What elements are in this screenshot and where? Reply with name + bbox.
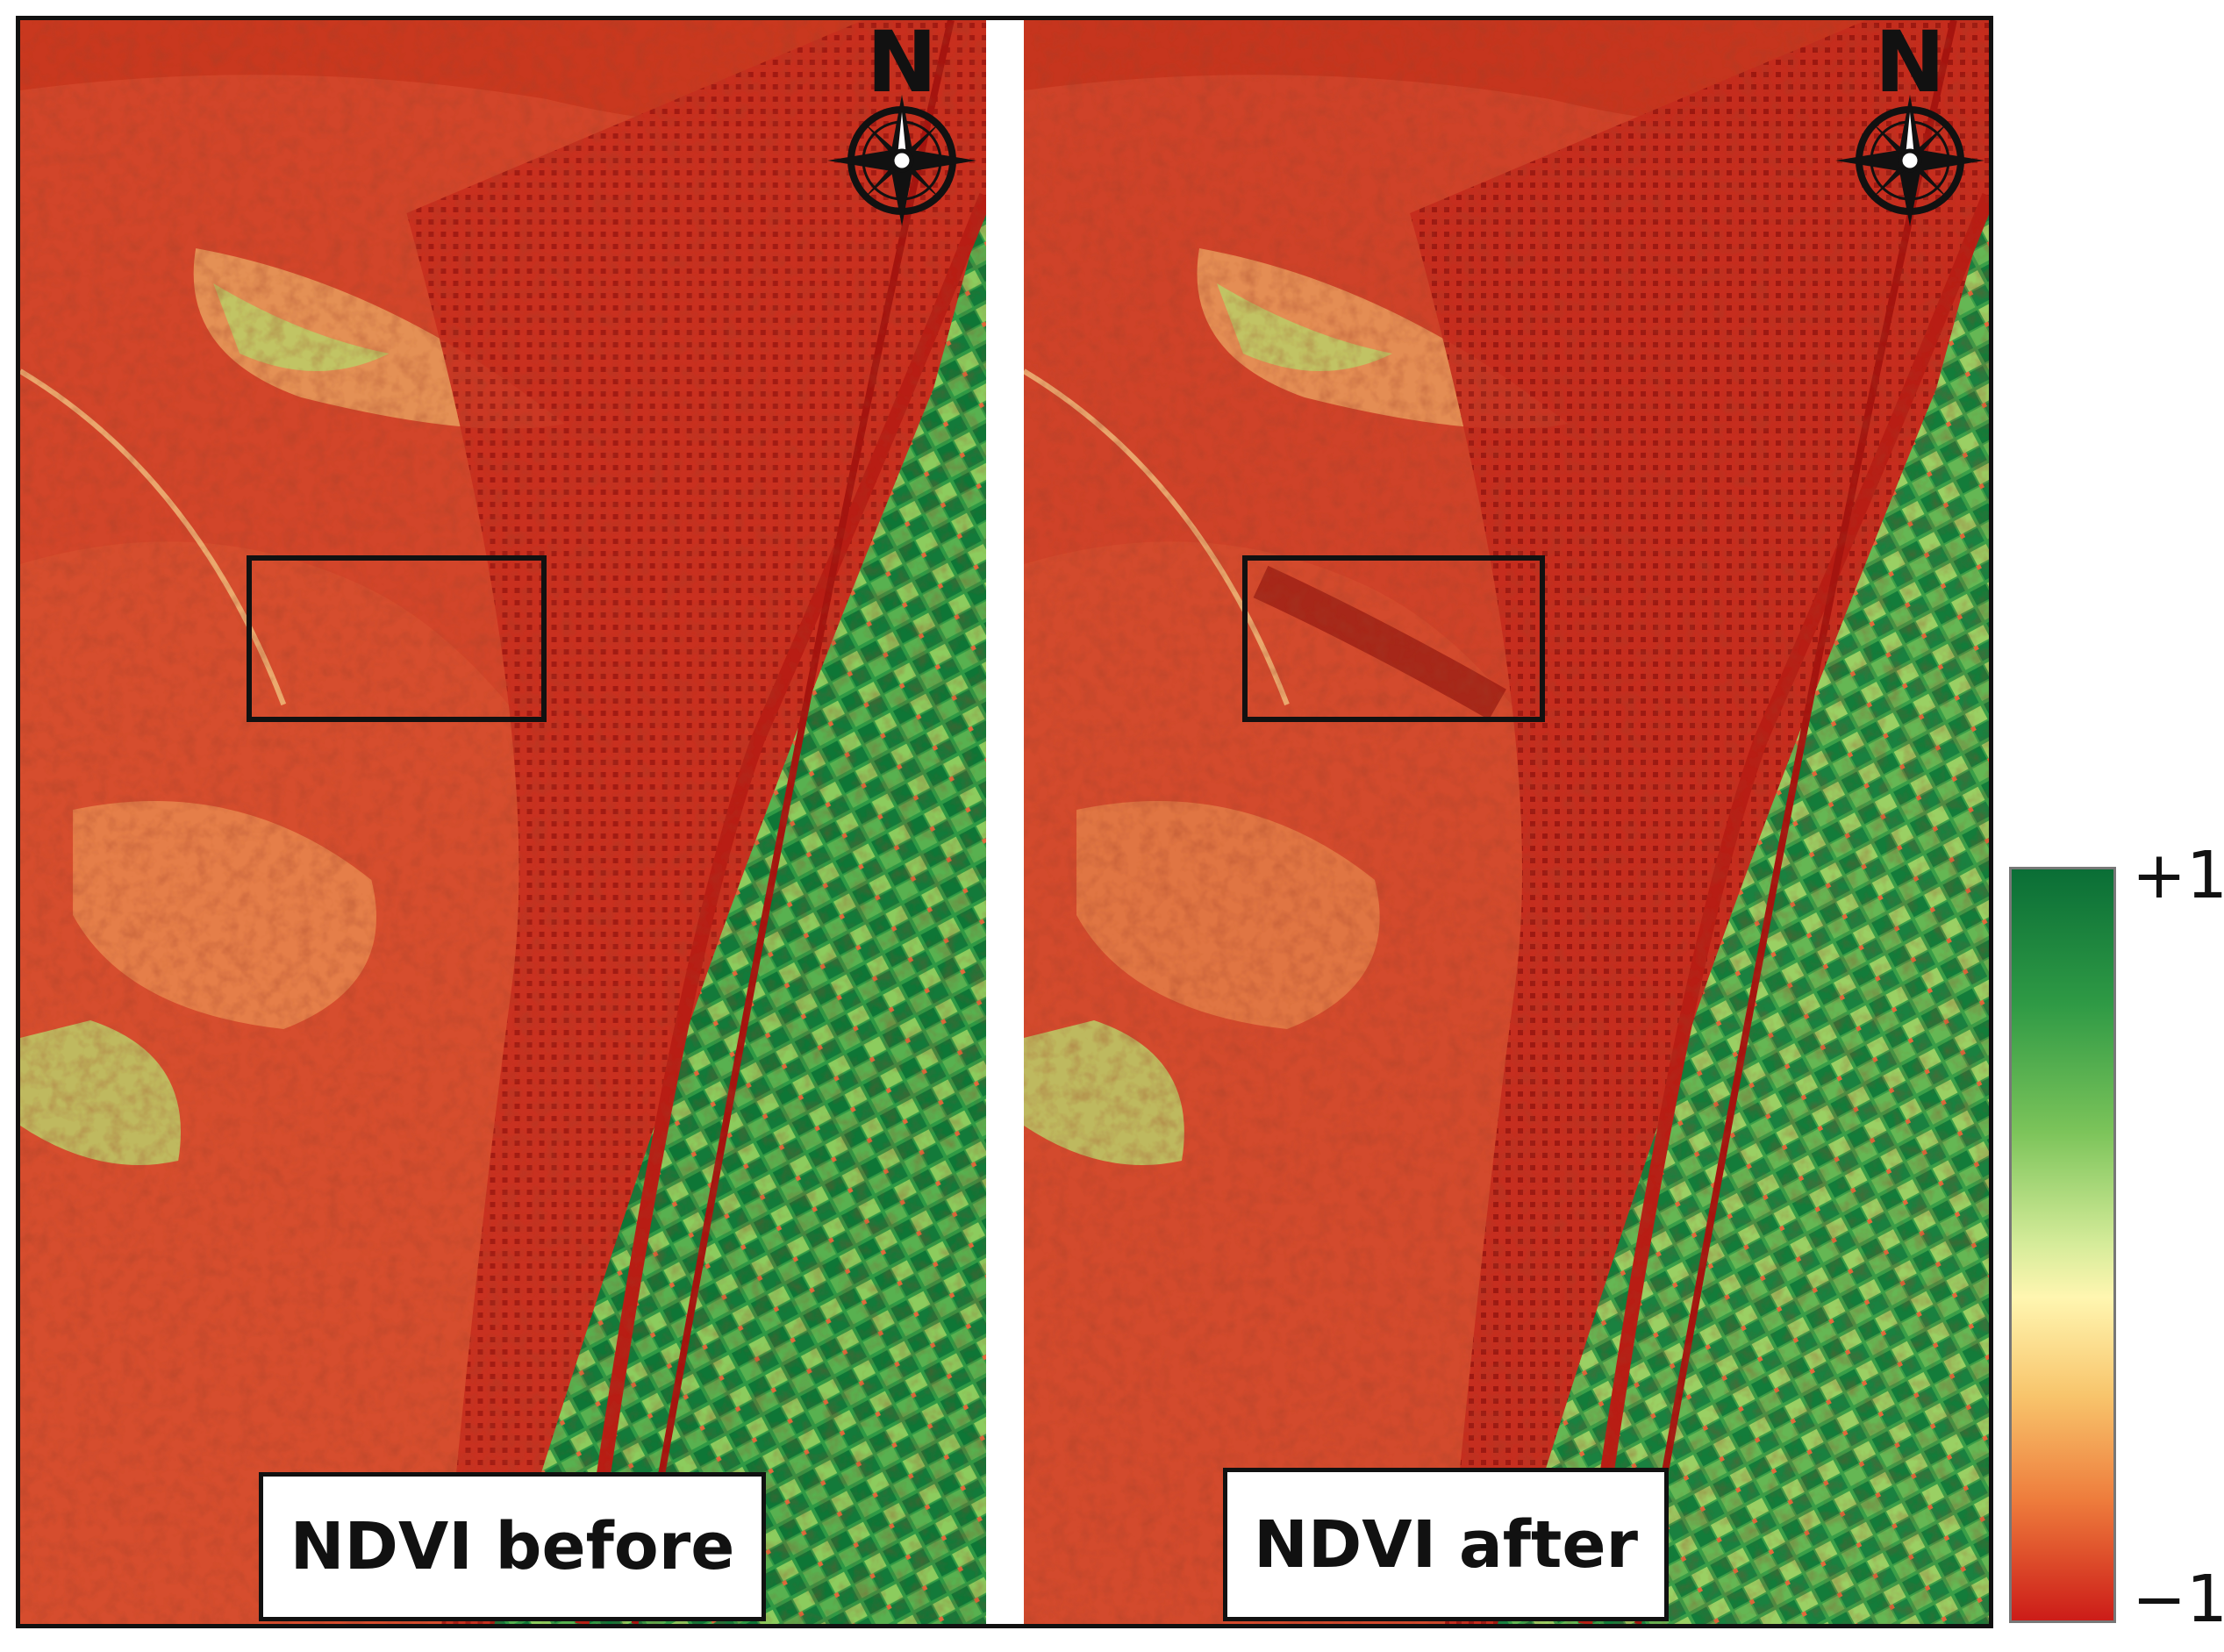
compass-rose-icon [1835,95,1984,226]
roi-box [247,555,547,722]
roi-box [1242,555,1545,722]
ndvi-after-image [1024,20,1989,1624]
north-label: N [866,20,938,111]
legend-min-label: −1 [2132,1562,2224,1637]
ndvi-color-scale [2009,867,2116,1623]
compass-rose-icon [827,95,976,226]
north-label: N [1874,20,1946,111]
panel-label: NDVI before [259,1472,766,1621]
north-arrow: N [1835,20,1984,231]
ndvi-before-image [20,20,986,1624]
legend-max-label: +1 [2132,838,2224,913]
ndvi-before-map: NDVI before N [20,20,986,1624]
panel-label: NDVI after [1223,1468,1669,1621]
north-arrow: N [827,20,976,231]
ndvi-after-map: NDVI after N [1024,20,1989,1624]
